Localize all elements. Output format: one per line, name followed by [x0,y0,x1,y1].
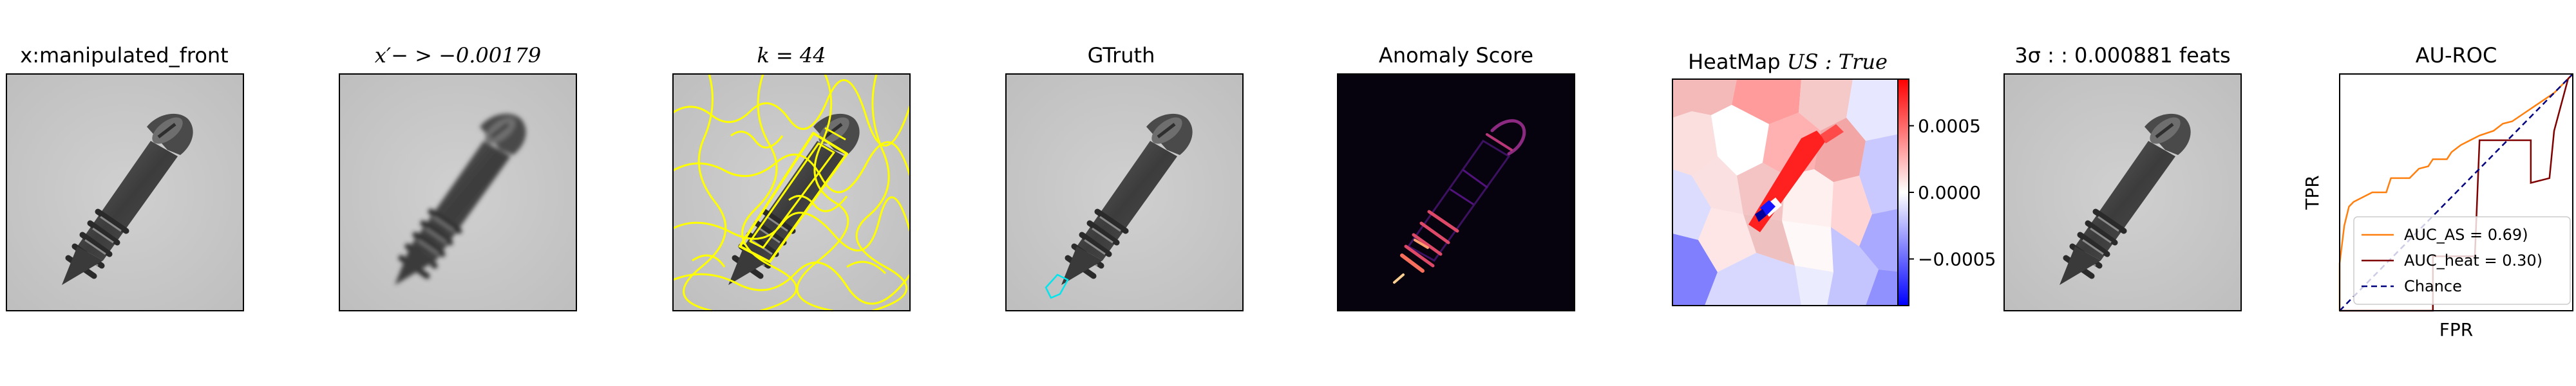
colorbar: 0.0005 0.0000 −0.0005 [1898,79,1996,306]
legend-label: AUC_AS = 0.69) [2404,226,2528,244]
x-axis-label: FPR [2439,319,2473,340]
colorbar-tick-label: 0.0000 [1918,182,1981,203]
panel-3-title: k = 44 [757,43,826,68]
panel-heatmap: HeatMap US : True [1672,50,1996,306]
panel-1-title: x:manipulated_front [20,43,228,68]
panel-4-title: GTruth [1088,43,1155,68]
legend-label: Chance [2404,277,2462,295]
colorbar-tick-label: 0.0005 [1918,115,1981,136]
colorbar-tick-label: −0.0005 [1918,249,1996,270]
chart-title: AU-ROC [2416,43,2497,68]
roc-legend: AUC_AS = 0.69) AUC_heat = 0.30) Chance [2354,217,2570,304]
legend-label: AUC_heat = 0.30) [2404,252,2543,270]
colorbar-gradient [1898,79,1909,306]
panel-superpixels: k = 44 [673,43,910,311]
y-axis-label: TPR [2302,175,2323,210]
panel-5-title: Anomaly Score [1379,43,1533,68]
panel-3sigma: 3σ : : 0.000881 feats [2004,43,2241,311]
panel-roc-chart: AU-ROC AUC_AS = 0.69) AUC_heat = 0.30) Cha… [2302,43,2573,340]
panel-2-title: x′− > −0.00179 [375,43,541,68]
panel-7-title: 3σ : : 0.000881 feats [2014,43,2230,68]
panel-anomaly-score: Anomaly Score [1338,43,1575,311]
heatmap-regions [1672,79,1903,306]
panel-input-image: x:manipulated_front [6,43,243,311]
panel-reconstruction: x′− > −0.00179 [339,43,576,311]
panel-6-title: HeatMap US : True [1688,50,1888,74]
panel-ground-truth: GTruth [1006,43,1243,311]
